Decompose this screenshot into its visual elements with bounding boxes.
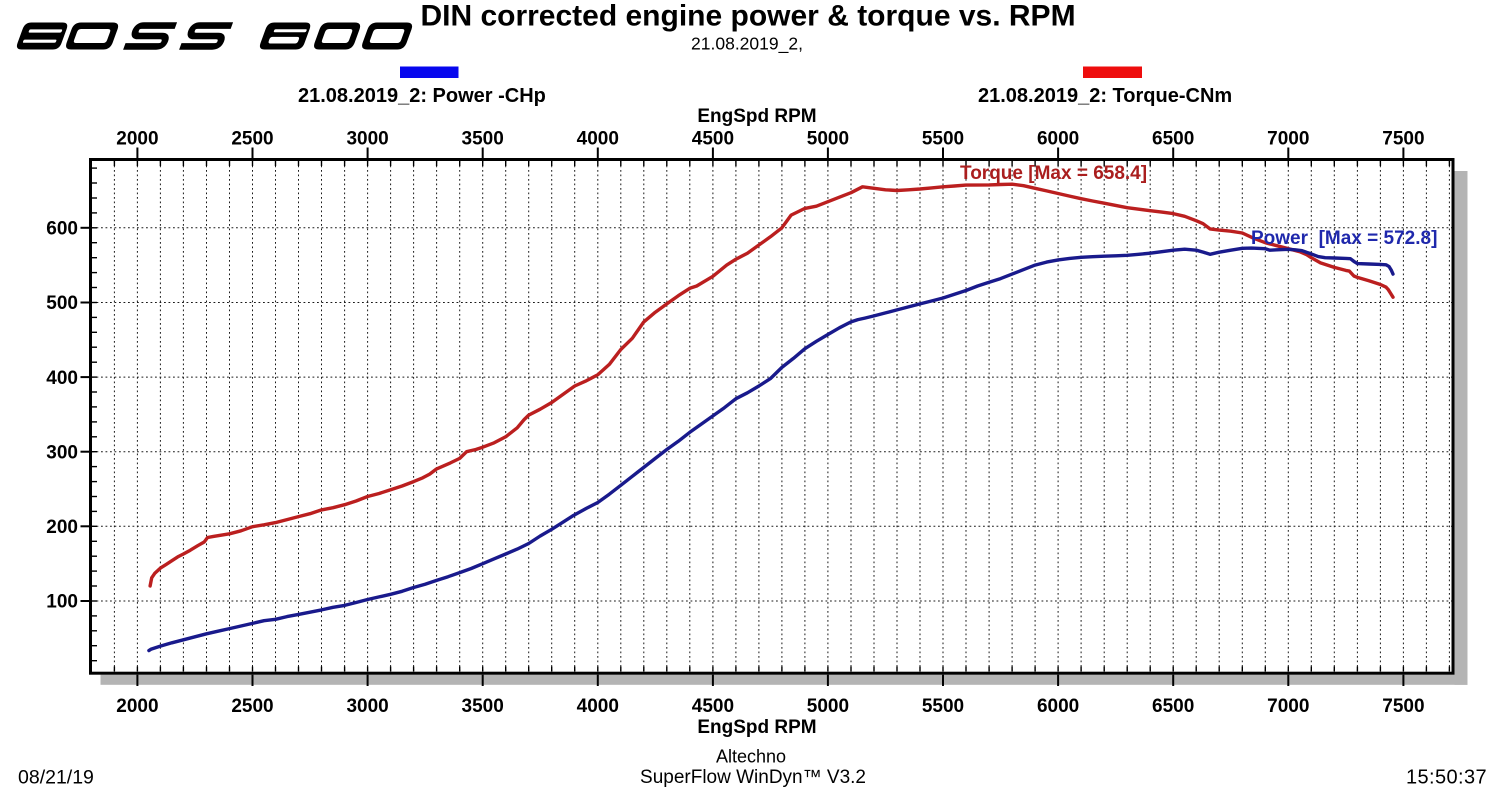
- svg-text:6000: 6000: [1037, 696, 1079, 717]
- svg-text:Torque [Max = 658.4]: Torque [Max = 658.4]: [960, 163, 1147, 184]
- svg-text:15:50:37: 15:50:37: [1406, 767, 1487, 789]
- svg-text:4000: 4000: [577, 696, 619, 717]
- svg-text:7000: 7000: [1267, 129, 1309, 150]
- svg-text:5500: 5500: [922, 696, 964, 717]
- svg-text:2000: 2000: [116, 696, 158, 717]
- svg-text:2000: 2000: [116, 129, 158, 150]
- svg-text:EngSpd RPM: EngSpd RPM: [697, 106, 816, 127]
- svg-text:300: 300: [46, 442, 78, 463]
- svg-text:2500: 2500: [231, 696, 273, 717]
- svg-text:6000: 6000: [1037, 129, 1079, 150]
- svg-text:7500: 7500: [1382, 696, 1424, 717]
- svg-text:500: 500: [46, 293, 78, 314]
- svg-text:3000: 3000: [346, 696, 388, 717]
- svg-text:7000: 7000: [1267, 696, 1309, 717]
- svg-text:21.08.2019_2,: 21.08.2019_2,: [691, 34, 803, 55]
- svg-text:4000: 4000: [577, 129, 619, 150]
- svg-text:21.08.2019_2: Power -CHp: 21.08.2019_2: Power -CHp: [298, 85, 546, 107]
- svg-text:100: 100: [46, 592, 78, 613]
- svg-text:400: 400: [46, 368, 78, 389]
- svg-text:5000: 5000: [807, 696, 849, 717]
- svg-text:7500: 7500: [1382, 129, 1424, 150]
- svg-text:6500: 6500: [1152, 129, 1194, 150]
- svg-text:3000: 3000: [346, 129, 388, 150]
- svg-text:6500: 6500: [1152, 696, 1194, 717]
- svg-text:5500: 5500: [922, 129, 964, 150]
- svg-text:DIN corrected engine power & t: DIN corrected engine power & torque vs. …: [420, 0, 1075, 33]
- svg-text:21.08.2019_2: Torque-CNm: 21.08.2019_2: Torque-CNm: [978, 85, 1232, 107]
- svg-text:Altechno: Altechno: [716, 747, 786, 767]
- svg-text:200: 200: [46, 517, 78, 538]
- svg-text:SuperFlow WinDyn™ V3.2: SuperFlow WinDyn™ V3.2: [640, 767, 866, 788]
- svg-text:EngSpd RPM: EngSpd RPM: [697, 717, 816, 738]
- svg-text:4500: 4500: [692, 696, 734, 717]
- svg-text:3500: 3500: [462, 696, 504, 717]
- svg-text:08/21/19: 08/21/19: [18, 767, 94, 789]
- svg-text:600: 600: [46, 219, 78, 240]
- svg-text:Power [Max = 572.8]: Power [Max = 572.8]: [1251, 228, 1437, 249]
- svg-text:3500: 3500: [462, 129, 504, 150]
- svg-text:5000: 5000: [807, 129, 849, 150]
- svg-text:2500: 2500: [231, 129, 273, 150]
- svg-text:4500: 4500: [692, 129, 734, 150]
